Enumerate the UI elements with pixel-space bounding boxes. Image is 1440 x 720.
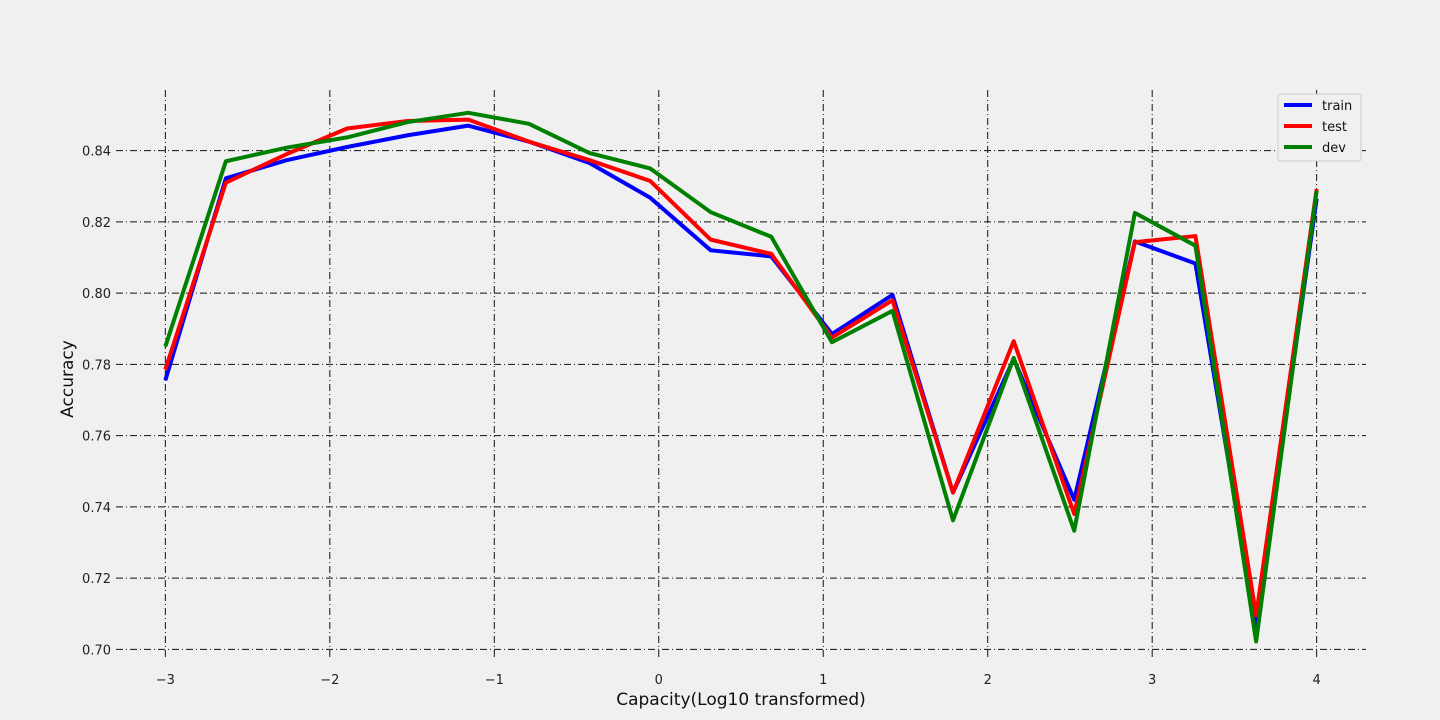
y-tick-labels: 0.70 0.72 0.74 0.76 0.78 0.80 0.82 0.84 xyxy=(82,145,111,659)
legend-label-train: train xyxy=(1322,99,1352,114)
x-tick-labels: −3 −2 −1 0 1 2 3 4 xyxy=(156,673,1321,688)
plot-background xyxy=(116,90,1366,660)
series-line-test xyxy=(163,117,1319,618)
x-tick-label: −2 xyxy=(320,673,339,688)
x-tick-label: 2 xyxy=(984,673,992,688)
x-tick-label: −1 xyxy=(485,673,504,688)
x-tick-label: 1 xyxy=(819,673,827,688)
x-tick-label: −3 xyxy=(156,673,175,688)
y-tick-label: 0.70 xyxy=(82,643,111,658)
y-axis-label: Accuracy xyxy=(58,340,78,418)
y-tick-label: 0.80 xyxy=(82,287,111,302)
legend: train test dev xyxy=(1277,93,1362,162)
y-tick-label: 0.84 xyxy=(82,145,111,160)
y-tick-label: 0.72 xyxy=(82,572,111,587)
y-tick-label: 0.74 xyxy=(82,501,111,516)
legend-box xyxy=(1277,93,1362,162)
legend-label-test: test xyxy=(1322,120,1347,135)
y-tick-label: 0.76 xyxy=(82,430,111,445)
series-line-dev xyxy=(163,110,1319,644)
y-tick-label: 0.82 xyxy=(82,216,111,231)
x-tick-label: 4 xyxy=(1313,673,1321,688)
legend-label-dev: dev xyxy=(1322,141,1346,156)
x-axis-label: Capacity(Log10 transformed) xyxy=(616,690,866,710)
series-lines xyxy=(163,110,1319,644)
x-tick-label: 3 xyxy=(1148,673,1156,688)
x-tick-label: 0 xyxy=(655,673,663,688)
y-tick-label: 0.78 xyxy=(82,358,111,373)
grid-lines xyxy=(116,90,1366,660)
